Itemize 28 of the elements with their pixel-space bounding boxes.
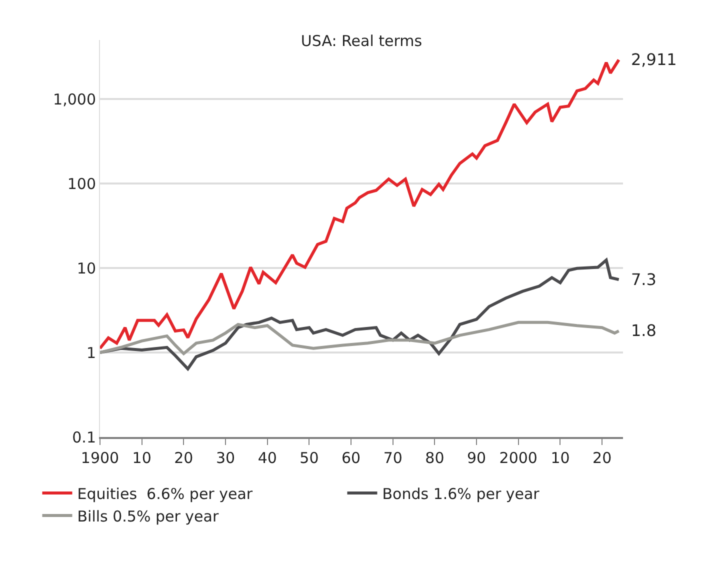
x-tick-label: 1900 (80, 448, 120, 467)
x-tick-label: 40 (258, 448, 277, 467)
y-tick-label: 1,000 (53, 90, 96, 108)
x-tick-label: 90 (467, 448, 486, 467)
x-tick-label: 50 (300, 448, 319, 467)
text: 1.8 (631, 321, 656, 340)
line-series (100, 258, 620, 370)
y-tick-label: 1 (86, 344, 96, 362)
chart-title: USA: Real terms (300, 32, 422, 50)
legend-label: Bonds 1.6% per year (382, 484, 540, 503)
x-tick-label: 60 (341, 448, 361, 467)
x-tick-label: 10 (132, 448, 152, 467)
x-tick-label: 2000 (499, 448, 538, 467)
x-tick-label: 80 (425, 448, 444, 467)
legend-label: Bills 0.5% per year (77, 507, 220, 526)
line-series (100, 320, 620, 356)
x-tick-label: 10 (550, 448, 570, 467)
x-tick-label: 30 (216, 448, 236, 467)
text: 2,911 (631, 50, 677, 69)
y-tick-label: 10 (76, 259, 96, 278)
text: 7.3 (631, 270, 656, 289)
legend-label: Equities 6.6% per year (77, 484, 254, 503)
y-tick-label: 0.1 (72, 428, 96, 446)
x-tick-label: 70 (383, 448, 402, 467)
y-tick-label: 100 (67, 174, 96, 193)
x-tick-label: 20 (174, 448, 194, 467)
x-tick-label: 20 (592, 448, 612, 467)
line-series (100, 58, 620, 350)
